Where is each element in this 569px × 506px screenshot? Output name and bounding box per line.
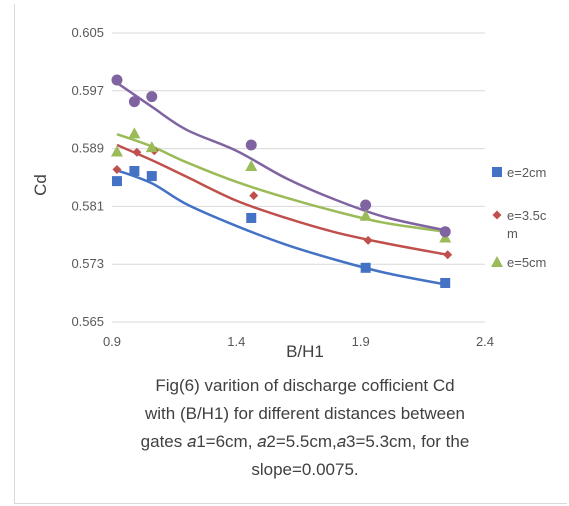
- y-axis-title: Cd: [31, 174, 50, 196]
- trendline: [116, 143, 448, 257]
- x-tick-label: 0.9: [103, 334, 121, 349]
- data-point: [439, 226, 451, 238]
- y-tick-label: 0.581: [71, 198, 104, 213]
- x-tick-label: 1.9: [352, 334, 370, 349]
- legend: e=2cm e=3.5c m e=5cm: [491, 165, 547, 270]
- figure-frame: [14, 4, 567, 504]
- caption-line: Fig(6) varition of discharge cofficient …: [155, 376, 455, 395]
- data-point: [440, 277, 451, 288]
- data-point: [360, 199, 372, 211]
- y-tick-label: 0.573: [71, 256, 104, 271]
- data-point: [132, 147, 142, 157]
- trendline: [116, 169, 446, 286]
- legend-marker: [492, 167, 502, 177]
- data-point: [363, 235, 373, 245]
- data-point: [128, 127, 141, 139]
- data-point: [443, 250, 453, 260]
- y-tick-label: 0.565: [71, 314, 104, 329]
- legend-label: e=5cm: [507, 255, 546, 270]
- gridlines: [112, 32, 485, 323]
- caption-line: with (B/H1) for different distances betw…: [144, 404, 465, 423]
- data-point: [360, 262, 371, 273]
- legend-label: e=2cm: [507, 165, 546, 180]
- data-point: [359, 209, 372, 221]
- data-point: [146, 171, 157, 182]
- data-point: [128, 96, 140, 108]
- data-point: [245, 139, 257, 151]
- trendlines: [116, 81, 448, 286]
- y-tick-label: 0.589: [71, 141, 104, 156]
- caption-line: gates 𝑎1=6cm, 𝑎2=5.5cm,𝑎3=5.3cm, for the: [140, 432, 470, 451]
- x-tick-label: 1.4: [227, 334, 245, 349]
- data-point: [249, 191, 259, 201]
- data-point: [146, 91, 158, 103]
- legend-label: e=3.5c: [507, 208, 547, 223]
- data-point: [110, 145, 123, 157]
- figure-caption: Fig(6) varition of discharge cofficient …: [70, 372, 540, 484]
- legend-marker: [492, 210, 502, 220]
- data-point: [112, 165, 122, 175]
- data-point: [129, 165, 140, 176]
- chart: 0.605 0.597 0.589 0.581 0.573 0.565 0.9 1.4 1.9…: [31, 25, 547, 361]
- y-axis-ticks: 0.605 0.597 0.589 0.581 0.573 0.565: [71, 25, 104, 329]
- y-tick-label: 0.605: [71, 25, 104, 40]
- data-points: [110, 74, 453, 288]
- x-tick-label: 2.4: [476, 334, 494, 349]
- legend-label: m: [507, 226, 518, 241]
- data-point: [245, 159, 258, 171]
- trendline: [116, 81, 446, 232]
- data-point: [111, 176, 122, 187]
- x-axis-title: B/H1: [286, 342, 324, 361]
- caption-line: slope=0.0075.: [251, 460, 359, 479]
- y-tick-label: 0.597: [71, 83, 104, 98]
- data-point: [145, 141, 158, 153]
- legend-marker: [491, 256, 503, 267]
- x-axis-ticks: 0.9 1.4 1.9 2.4: [103, 334, 494, 349]
- data-point: [246, 212, 257, 223]
- data-point: [111, 74, 123, 86]
